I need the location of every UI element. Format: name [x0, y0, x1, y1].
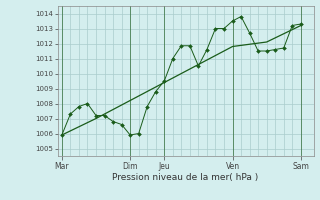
X-axis label: Pression niveau de la mer( hPa ): Pression niveau de la mer( hPa ) [112, 173, 259, 182]
